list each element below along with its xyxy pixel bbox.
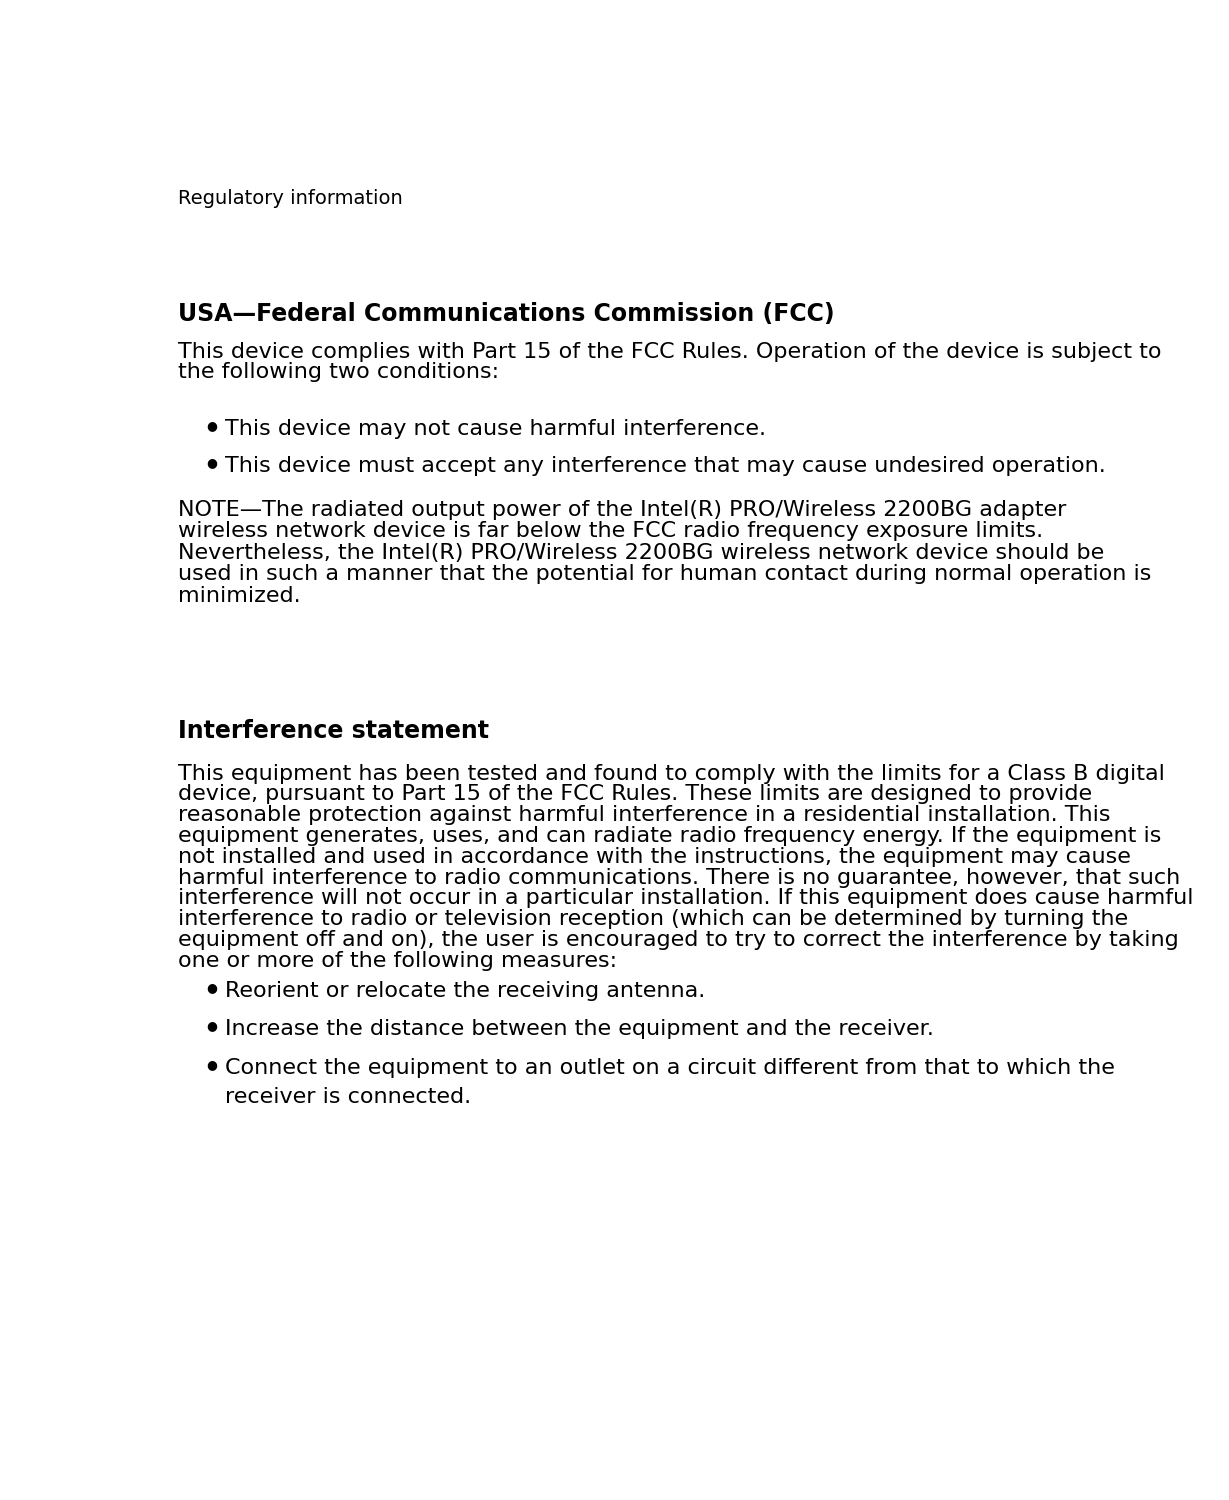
Text: Interference statement: Interference statement: [178, 718, 489, 742]
Text: Regulatory information: Regulatory information: [178, 189, 403, 209]
Text: ●: ●: [206, 419, 218, 432]
Text: ●: ●: [206, 456, 218, 468]
Text: This device complies with Part 15 of the FCC Rules. Operation of the device is s: This device complies with Part 15 of the…: [178, 342, 1161, 362]
Text: ●: ●: [206, 981, 218, 994]
Text: harmful interference to radio communications. There is no guarantee, however, th: harmful interference to radio communicat…: [178, 867, 1181, 888]
Text: Increase the distance between the equipment and the receiver.: Increase the distance between the equipm…: [225, 1020, 934, 1040]
Text: minimized.: minimized.: [178, 586, 301, 606]
Text: NOTE—The radiated output power of the Intel(R) PRO/Wireless 2200BG adapter: NOTE—The radiated output power of the In…: [178, 500, 1067, 519]
Text: This device must accept any interference that may cause undesired operation.: This device must accept any interference…: [225, 456, 1106, 476]
Text: not installed and used in accordance with the instructions, the equipment may ca: not installed and used in accordance wit…: [178, 847, 1132, 867]
Text: interference will not occur in a particular installation. If this equipment does: interference will not occur in a particu…: [178, 888, 1193, 909]
Text: This equipment has been tested and found to comply with the limits for a Class B: This equipment has been tested and found…: [178, 764, 1165, 783]
Text: device, pursuant to Part 15 of the FCC Rules. These limits are designed to provi: device, pursuant to Part 15 of the FCC R…: [178, 784, 1093, 804]
Text: interference to radio or television reception (which can be determined by turnin: interference to radio or television rece…: [178, 909, 1128, 928]
Text: used in such a manner that the potential for human contact during normal operati: used in such a manner that the potential…: [178, 564, 1152, 584]
Text: Nevertheless, the Intel(R) PRO/Wireless 2200BG wireless network device should be: Nevertheless, the Intel(R) PRO/Wireless …: [178, 543, 1105, 562]
Text: one or more of the following measures:: one or more of the following measures:: [178, 951, 617, 970]
Text: ●: ●: [206, 1020, 218, 1032]
Text: the following two conditions:: the following two conditions:: [178, 362, 499, 381]
Text: equipment generates, uses, and can radiate radio frequency energy. If the equipm: equipment generates, uses, and can radia…: [178, 827, 1161, 846]
Text: equipment off and on), the user is encouraged to try to correct the interference: equipment off and on), the user is encou…: [178, 930, 1179, 950]
Text: USA—Federal Communications Commission (FCC): USA—Federal Communications Commission (F…: [178, 302, 834, 326]
Text: reasonable protection against harmful interference in a residential installation: reasonable protection against harmful in…: [178, 806, 1111, 825]
Text: Connect the equipment to an outlet on a circuit different from that to which the: Connect the equipment to an outlet on a …: [225, 1058, 1115, 1107]
Text: wireless network device is far below the FCC radio frequency exposure limits.: wireless network device is far below the…: [178, 520, 1043, 542]
Text: This device may not cause harmful interference.: This device may not cause harmful interf…: [225, 419, 766, 438]
Text: ●: ●: [206, 1058, 218, 1071]
Text: Reorient or relocate the receiving antenna.: Reorient or relocate the receiving anten…: [225, 981, 705, 1000]
